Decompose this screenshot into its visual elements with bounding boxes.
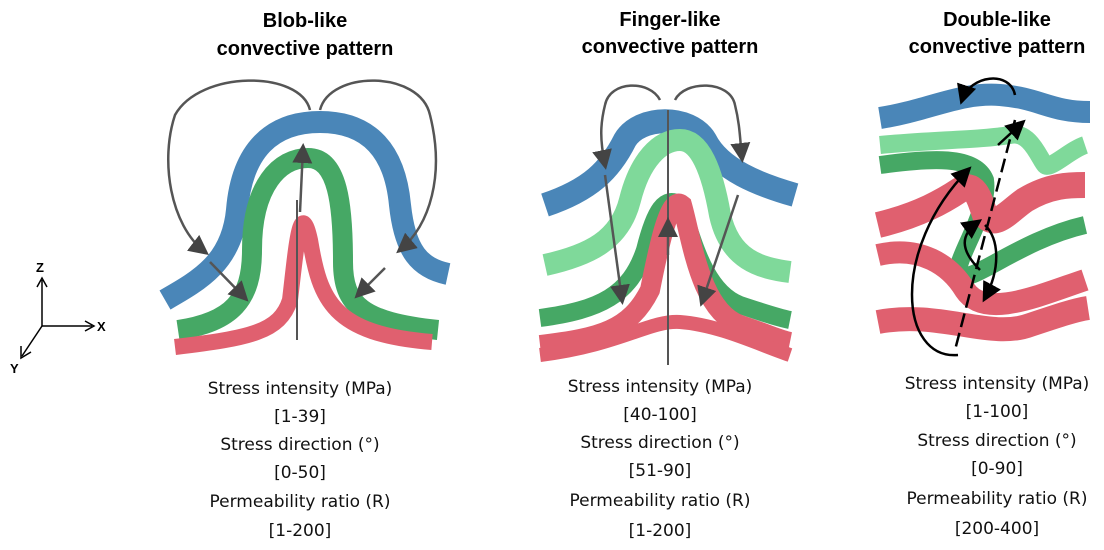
caption-line: Permeability ratio (R) [570,491,751,511]
caption-line: Permeability ratio (R) [907,489,1088,509]
panel-title: convective pattern [909,36,1086,58]
caption-line: [40-100] [623,405,696,425]
caption-line: Stress direction (°) [917,431,1076,451]
caption: Stress intensity (MPa) [1-39] Stress dir… [208,379,393,541]
caption-line: Stress intensity (MPa) [905,374,1090,394]
caption-line: [200-400] [955,519,1039,539]
panel-title: convective pattern [582,36,759,58]
caption-line: [0-50] [274,463,326,483]
axis-y: Y [10,361,19,376]
caption-line: [51-90] [629,461,692,481]
panel-title: Finger-like [619,9,720,31]
caption: Stress intensity (MPa) [1-100] Stress di… [905,374,1090,539]
caption-line: [0-90] [971,459,1023,479]
double-diagram [874,77,1091,357]
panel-title: convective pattern [217,38,394,60]
caption-line: [1-100] [966,402,1029,422]
caption-line: Stress intensity (MPa) [208,379,393,399]
axis-z: Z [36,260,44,275]
caption-line: Stress direction (°) [220,435,379,455]
caption-line: Permeability ratio (R) [210,492,391,512]
caption-line: Stress intensity (MPa) [568,377,753,397]
panel-title: Double-like [943,9,1051,31]
blob-diagram [159,79,451,355]
panel-title: Blob-like [263,10,347,32]
caption-line: Stress direction (°) [580,433,739,453]
caption-line: [1-200] [629,521,692,541]
finger-diagram [538,84,799,365]
axis-triad [20,276,96,360]
caption-line: [1-200] [269,521,332,541]
caption-line: [1-39] [274,407,326,427]
caption: Stress intensity (MPa) [40-100] Stress d… [568,377,753,541]
axis-x: X [97,319,106,334]
